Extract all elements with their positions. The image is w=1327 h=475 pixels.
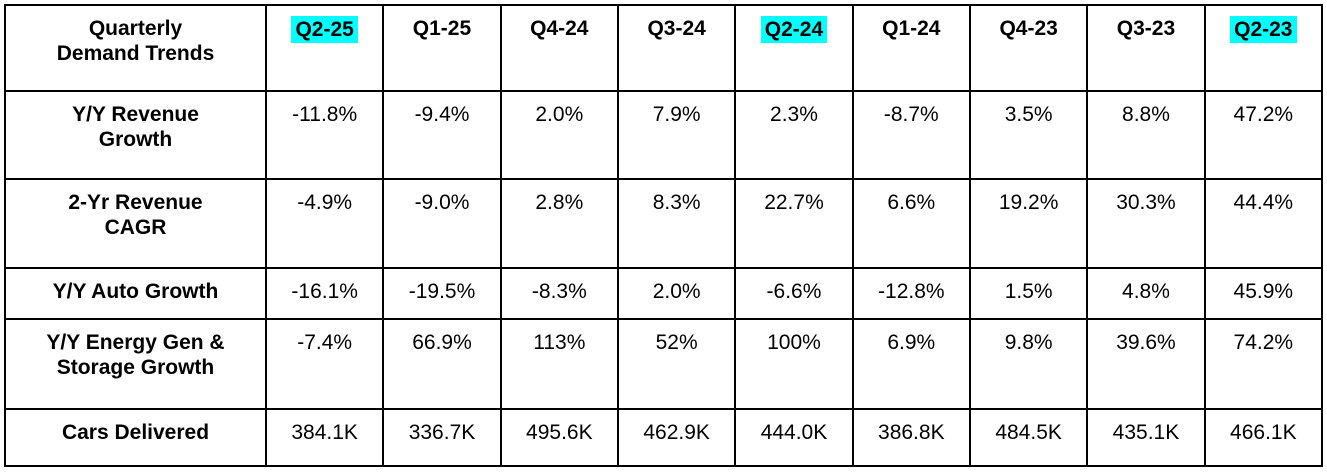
column-header-q2-23: Q2-23 — [1203, 4, 1324, 92]
data-cell: 22.7% — [734, 178, 854, 269]
header-label: Q1-24 — [882, 17, 941, 40]
table-row-yy-energy-storage-growth: Y/Y Energy Gen & Storage Growth -7.4% 66… — [4, 318, 1324, 410]
data-cell: 435.1K — [1086, 408, 1206, 467]
column-header-q2-25: Q2-25 — [264, 4, 385, 92]
data-cell: 484.5K — [968, 408, 1089, 467]
table-row-yy-revenue-growth: Y/Y Revenue Growth -11.8% -9.4% 2.0% 7.9… — [4, 90, 1324, 180]
data-cell: 1.5% — [968, 267, 1089, 320]
data-cell: 7.9% — [616, 90, 737, 180]
column-header-q3-23: Q3-23 — [1086, 4, 1206, 92]
column-header-q4-23: Q4-23 — [968, 4, 1089, 92]
data-cell: 2.0% — [499, 90, 619, 180]
data-cell: -8.7% — [851, 90, 971, 180]
data-cell: 466.1K — [1203, 408, 1324, 467]
header-row: Quarterly Demand Trends Q2-25 Q1-25 Q4-2… — [4, 4, 1324, 92]
data-cell: 47.2% — [1203, 90, 1324, 180]
data-cell: 384.1K — [264, 408, 385, 467]
table-title: Quarterly Demand Trends — [4, 4, 267, 92]
data-cell: 45.9% — [1203, 267, 1324, 320]
row-label: 2-Yr Revenue CAGR — [4, 178, 267, 269]
column-header-q3-24: Q3-24 — [616, 4, 737, 92]
column-header-q1-24: Q1-24 — [851, 4, 971, 92]
data-cell: 74.2% — [1203, 318, 1324, 410]
highlight-q2-24: Q2-24 — [760, 16, 828, 44]
row-label: Y/Y Energy Gen & Storage Growth — [4, 318, 267, 410]
data-cell: 336.7K — [382, 408, 502, 467]
column-header-q1-25: Q1-25 — [382, 4, 502, 92]
data-cell: 113% — [499, 318, 619, 410]
data-cell: -12.8% — [851, 267, 971, 320]
data-cell: 52% — [616, 318, 737, 410]
header-label: Q4-23 — [999, 17, 1058, 40]
data-cell: -6.6% — [734, 267, 854, 320]
data-cell: 66.9% — [382, 318, 502, 410]
header-label: Q1-25 — [412, 17, 472, 40]
data-cell: 8.3% — [616, 178, 737, 269]
data-cell: -19.5% — [382, 267, 502, 320]
quarterly-demand-table: Quarterly Demand Trends Q2-25 Q1-25 Q4-2… — [4, 4, 1324, 467]
data-cell: -4.9% — [264, 178, 385, 269]
column-header-q4-24: Q4-24 — [499, 4, 619, 92]
header-label: Q4-24 — [530, 17, 589, 40]
column-header-q2-24: Q2-24 — [734, 4, 854, 92]
data-cell: -8.3% — [499, 267, 619, 320]
data-cell: 4.8% — [1086, 267, 1206, 320]
data-cell: 9.8% — [968, 318, 1089, 410]
row-label: Cars Delivered — [4, 408, 267, 467]
data-cell: 30.3% — [1086, 178, 1206, 269]
data-cell: 462.9K — [616, 408, 737, 467]
data-cell: 2.0% — [616, 267, 737, 320]
data-cell: 8.8% — [1086, 90, 1206, 180]
data-cell: -9.0% — [382, 178, 502, 269]
table-row-cars-delivered: Cars Delivered 384.1K 336.7K 495.6K 462.… — [4, 408, 1324, 467]
data-cell: 44.4% — [1203, 178, 1324, 269]
data-cell: 2.8% — [499, 178, 619, 269]
data-cell: -9.4% — [382, 90, 502, 180]
data-cell: 444.0K — [734, 408, 854, 467]
highlight-q2-23: Q2-23 — [1230, 16, 1297, 44]
data-cell: -11.8% — [264, 90, 385, 180]
row-label: Y/Y Revenue Growth — [4, 90, 267, 180]
data-cell: 3.5% — [968, 90, 1089, 180]
data-cell: 495.6K — [499, 408, 619, 467]
data-cell: 39.6% — [1086, 318, 1206, 410]
table-row-2yr-revenue-cagr: 2-Yr Revenue CAGR -4.9% -9.0% 2.8% 8.3% … — [4, 178, 1324, 269]
table-row-yy-auto-growth: Y/Y Auto Growth -16.1% -19.5% -8.3% 2.0%… — [4, 267, 1324, 320]
header-label: Q3-23 — [1116, 17, 1176, 40]
row-label: Y/Y Auto Growth — [4, 267, 267, 320]
highlight-q2-25: Q2-25 — [291, 16, 358, 44]
data-cell: 386.8K — [851, 408, 971, 467]
data-cell: -16.1% — [264, 267, 385, 320]
data-cell: 100% — [734, 318, 854, 410]
data-cell: 6.6% — [851, 178, 971, 269]
header-label: Q3-24 — [647, 17, 706, 40]
data-cell: 6.9% — [851, 318, 971, 410]
data-cell: -7.4% — [264, 318, 385, 410]
data-cell: 19.2% — [968, 178, 1089, 269]
data-cell: 2.3% — [734, 90, 854, 180]
